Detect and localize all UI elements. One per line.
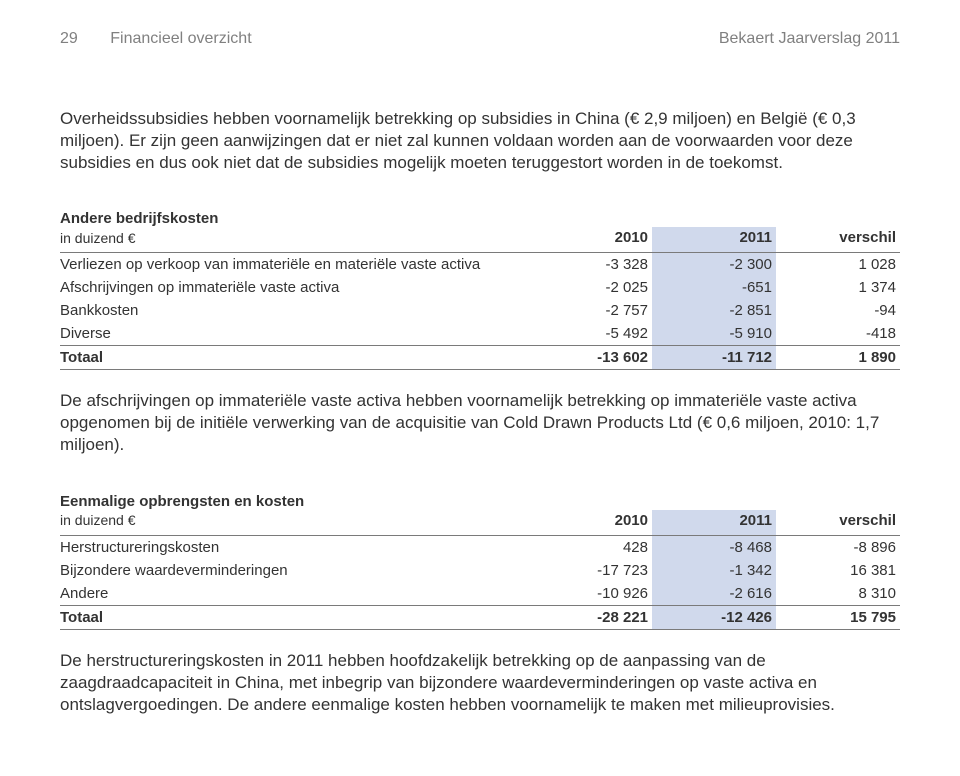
page-number: 29: [60, 30, 78, 47]
header-section-title: Financieel overzicht: [110, 30, 251, 47]
table1-caption: Andere bedrijfskosten: [60, 204, 900, 227]
table2-total-row: Totaal -28 221 -12 426 15 795: [60, 605, 900, 629]
intro-paragraph: Overheidssubsidies hebben voornamelijk b…: [60, 108, 900, 174]
row-2010: -10 926: [528, 582, 652, 606]
total-2011: -11 712: [652, 346, 776, 370]
table-andere-bedrijfskosten: Andere bedrijfskosten in duizend € 2010 …: [60, 204, 900, 370]
page-header: 29 Financieel overzicht Bekaert Jaarvers…: [60, 30, 900, 48]
header-right: Bekaert Jaarverslag 2011: [719, 30, 900, 48]
row-2011: -5 910: [652, 322, 776, 346]
header-left: 29 Financieel overzicht: [60, 30, 252, 48]
table2-col-diff: verschil: [776, 510, 900, 536]
row-2011: -1 342: [652, 559, 776, 582]
table-row: Verliezen op verkoop van immateriële en …: [60, 253, 900, 277]
row-2010: 428: [528, 535, 652, 559]
row-label: Diverse: [60, 322, 528, 346]
total-diff: 15 795: [776, 605, 900, 629]
row-2011: -651: [652, 276, 776, 299]
row-2010: -5 492: [528, 322, 652, 346]
row-diff: -418: [776, 322, 900, 346]
total-label: Totaal: [60, 346, 528, 370]
row-label: Bijzondere waardeverminderingen: [60, 559, 528, 582]
row-label: Verliezen op verkoop van immateriële en …: [60, 253, 528, 277]
row-2011: -2 851: [652, 299, 776, 322]
table-row: Andere -10 926 -2 616 8 310: [60, 582, 900, 606]
total-2010: -28 221: [528, 605, 652, 629]
row-2010: -3 328: [528, 253, 652, 277]
row-2011: -2 616: [652, 582, 776, 606]
table-eenmalige-opbrengsten: Eenmalige opbrengsten en kosten in duize…: [60, 487, 900, 630]
table1-col-2011: 2011: [652, 227, 776, 253]
total-2010: -13 602: [528, 346, 652, 370]
table-row: Bijzondere waardeverminderingen -17 723 …: [60, 559, 900, 582]
row-diff: 8 310: [776, 582, 900, 606]
table1-unit-label: in duizend €: [60, 227, 528, 253]
row-2011: -2 300: [652, 253, 776, 277]
table-row: Bankkosten -2 757 -2 851 -94: [60, 299, 900, 322]
table2-caption: Eenmalige opbrengsten en kosten: [60, 487, 900, 510]
table-row: Herstructureringskosten 428 -8 468 -8 89…: [60, 535, 900, 559]
total-label: Totaal: [60, 605, 528, 629]
mid-paragraph: De afschrijvingen op immateriële vaste a…: [60, 390, 900, 456]
row-diff: -8 896: [776, 535, 900, 559]
row-2010: -2 757: [528, 299, 652, 322]
row-2010: -2 025: [528, 276, 652, 299]
table2-header-row: in duizend € 2010 2011 verschil: [60, 510, 900, 536]
table1-header-row: in duizend € 2010 2011 verschil: [60, 227, 900, 253]
row-diff: 1 028: [776, 253, 900, 277]
table2-col-2011: 2011: [652, 510, 776, 536]
total-2011: -12 426: [652, 605, 776, 629]
table2-unit-label: in duizend €: [60, 510, 528, 536]
table-row: Afschrijvingen op immateriële vaste acti…: [60, 276, 900, 299]
row-diff: 16 381: [776, 559, 900, 582]
table1-col-2010: 2010: [528, 227, 652, 253]
table-row: Diverse -5 492 -5 910 -418: [60, 322, 900, 346]
row-2010: -17 723: [528, 559, 652, 582]
table1-col-diff: verschil: [776, 227, 900, 253]
total-diff: 1 890: [776, 346, 900, 370]
row-diff: -94: [776, 299, 900, 322]
row-label: Andere: [60, 582, 528, 606]
document-page: 29 Financieel overzicht Bekaert Jaarvers…: [0, 0, 960, 776]
row-2011: -8 468: [652, 535, 776, 559]
table2-col-2010: 2010: [528, 510, 652, 536]
row-label: Bankkosten: [60, 299, 528, 322]
table1-total-row: Totaal -13 602 -11 712 1 890: [60, 346, 900, 370]
row-label: Herstructureringskosten: [60, 535, 528, 559]
row-diff: 1 374: [776, 276, 900, 299]
row-label: Afschrijvingen op immateriële vaste acti…: [60, 276, 528, 299]
end-paragraph: De herstructureringskosten in 2011 hebbe…: [60, 650, 900, 716]
